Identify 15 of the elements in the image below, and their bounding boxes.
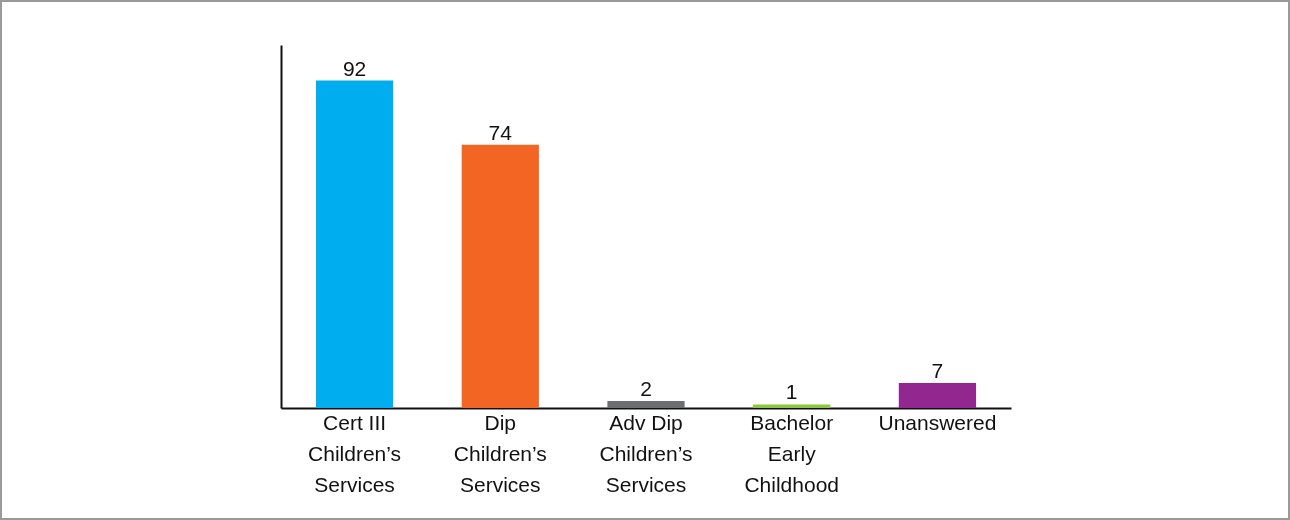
bar [461,144,539,408]
x-tick-label: Dip Children’s Services [453,410,547,496]
data-label: 74 [488,120,513,144]
bar [753,404,831,408]
data-label: 7 [931,359,944,383]
x-tick-label: Bachelor Early Childhood [744,410,839,496]
bar [315,80,394,408]
data-label: 92 [342,56,367,80]
bar [898,383,977,408]
data-label: 1 [785,380,798,404]
x-tick-label: Adv Dip Children’s Services [599,410,693,496]
data-label: 2 [640,376,652,400]
bar [607,400,685,408]
x-tick-label: Cert III Children’s Services [308,410,402,496]
x-tick-label: Unanswered [878,410,997,434]
